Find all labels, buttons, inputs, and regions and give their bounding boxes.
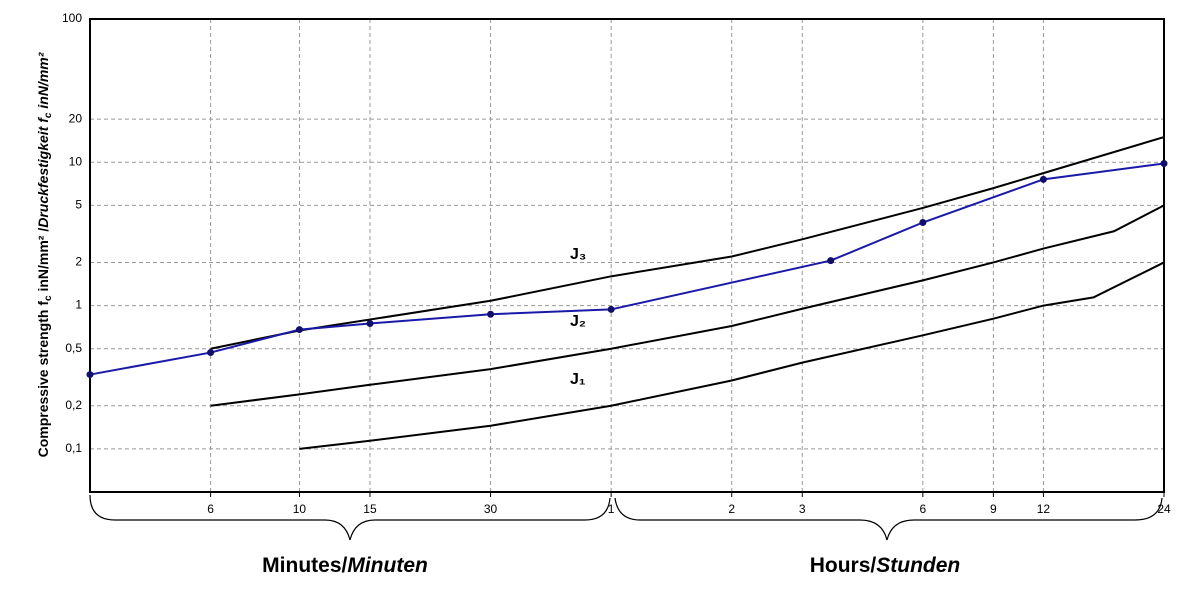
data-point: [366, 319, 374, 327]
data-point: [86, 371, 94, 379]
data-point: [487, 310, 495, 318]
x-tick-label: 1: [608, 502, 615, 516]
data-point: [1160, 160, 1168, 168]
y-tick-label: 5: [75, 198, 82, 212]
x-group-part: Stunden: [876, 554, 960, 577]
y-tick-label: 0,1: [65, 441, 82, 455]
y-tick-label: 100: [62, 11, 82, 25]
y-tick-label: 20: [69, 111, 83, 125]
brace: [614, 497, 1163, 541]
series-label: J₂: [570, 313, 586, 330]
x-group-part: Minutes/: [262, 554, 347, 577]
y-tick-label: 10: [69, 154, 83, 168]
series-line: [89, 162, 1165, 376]
brace: [89, 494, 611, 541]
x-group-part: Minuten: [347, 554, 427, 577]
x-group-part: Hours/: [810, 554, 877, 577]
x-tick-label: 12: [1037, 502, 1051, 516]
x-tick-label: 2: [728, 502, 735, 516]
x-tick-label: 30: [484, 502, 498, 516]
y-axis-title-part: Druckfestigkeit f: [35, 117, 51, 228]
series-label: J₁: [570, 371, 586, 388]
x-tick-label: 6: [207, 502, 214, 516]
data-point: [1039, 175, 1047, 183]
data-point: [607, 305, 615, 313]
y-axis-title-part: Compressive strength f: [35, 301, 51, 458]
data-point: [919, 219, 927, 227]
x-tick-label: 9: [990, 502, 997, 516]
y-tick-label: 1: [75, 298, 82, 312]
y-tick-label: 0,5: [65, 341, 82, 355]
data-point: [207, 349, 215, 357]
y-axis-title: Compressive strength fc inN/mm² /Druckfe…: [35, 52, 54, 457]
series-line: [299, 261, 1165, 450]
x-tick-label: 15: [363, 502, 377, 516]
series-line: [210, 204, 1165, 407]
data-point: [295, 326, 303, 334]
y-tick-label: 0,2: [65, 398, 82, 412]
y-axis-title-part: inN/mm² /: [35, 228, 51, 296]
x-tick-label: 10: [293, 502, 307, 516]
data-point: [827, 257, 835, 265]
series-line: [210, 136, 1165, 350]
y-axis-title-part: c: [43, 295, 54, 301]
x-group-label: Hours/Stunden: [810, 554, 961, 577]
y-tick-label: 2: [75, 255, 82, 269]
y-axis-title-part: c: [43, 112, 54, 118]
x-tick-label: 6: [919, 502, 926, 516]
plot-frame: [89, 18, 1165, 493]
series-label: J₃: [570, 246, 586, 263]
x-group-label: Minutes/Minuten: [262, 554, 428, 577]
x-tick-label: 24: [1157, 502, 1171, 516]
x-tick-label: 3: [799, 502, 806, 516]
y-axis-title-part: inN/mm²: [35, 52, 51, 112]
